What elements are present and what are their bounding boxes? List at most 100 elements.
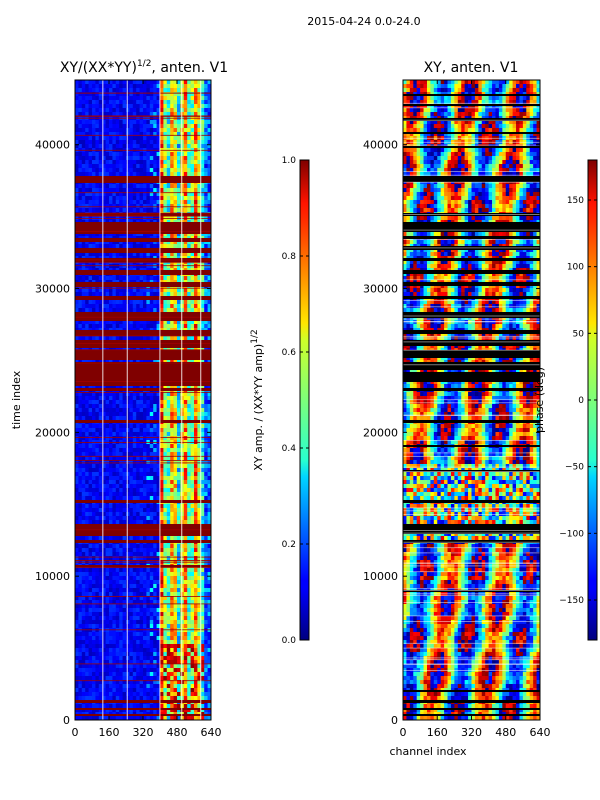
panel1-cell <box>183 484 188 489</box>
panel1-cell <box>146 512 151 517</box>
panel1-cell <box>98 252 103 257</box>
panel1-cell <box>200 112 205 117</box>
panel1-cell <box>163 188 168 193</box>
panel1-cell <box>200 240 205 245</box>
panel1-cell <box>153 544 157 549</box>
panel1-cell <box>102 192 106 197</box>
panel1-cell <box>163 544 168 549</box>
panel1-cell <box>78 168 83 173</box>
panel1-cell <box>166 252 171 257</box>
panel1-cell <box>149 408 154 413</box>
panel1-cell <box>197 96 202 101</box>
panel1-cell <box>81 104 86 109</box>
panel1-cell <box>163 336 168 341</box>
panel1-cell <box>129 432 134 437</box>
panel1-cell <box>200 260 205 265</box>
panel1-cell <box>156 164 161 169</box>
panel1-cell <box>187 572 191 577</box>
panel1-cell <box>170 572 174 577</box>
panel1-cell <box>132 232 137 237</box>
panel1-cell <box>109 480 113 485</box>
panel1-cell <box>153 188 157 193</box>
panel1-cell <box>109 124 113 129</box>
panel1-cell <box>129 84 134 89</box>
panel1-cell <box>85 244 89 249</box>
panel1-cell <box>183 408 188 413</box>
panel1-cell <box>177 392 181 397</box>
panel1-cell <box>149 484 154 489</box>
panel1-cell <box>81 276 86 281</box>
panel1-cell <box>75 320 79 325</box>
panel1-cell <box>132 452 137 457</box>
panel1-cell <box>115 288 120 293</box>
panel1-cell <box>143 204 147 209</box>
panel1-cell <box>146 460 151 465</box>
panel1-cell <box>78 384 83 389</box>
panel1-cell <box>95 520 100 525</box>
panel1-cell <box>75 300 79 305</box>
panel1-cell <box>136 384 140 389</box>
panel1-cell <box>194 544 198 549</box>
panel1-cell <box>136 260 140 265</box>
panel1-cell <box>160 184 164 189</box>
panel1-cell <box>143 452 147 457</box>
panel1-cell <box>105 488 110 493</box>
panel1-cell <box>204 232 208 237</box>
panel1-cell <box>129 552 134 557</box>
panel1-cell <box>190 140 195 145</box>
panel1-cell <box>75 208 79 213</box>
panel1-cell <box>129 240 134 245</box>
panel1-cell <box>81 232 86 237</box>
panel1-cell <box>92 288 96 293</box>
panel1-cell <box>183 320 188 325</box>
panel1-cell <box>173 476 178 481</box>
panel1-cell <box>112 244 117 249</box>
panel1-cell <box>156 184 161 189</box>
panel1-cell <box>75 112 79 117</box>
panel1-cell <box>81 264 86 269</box>
panel1-cell <box>194 412 198 417</box>
panel1-cell <box>95 152 100 157</box>
panel1-cell <box>207 144 211 149</box>
panel1-cell <box>115 392 120 397</box>
panel1-cell <box>173 464 178 469</box>
panel1-cell <box>194 156 198 161</box>
panel1-cell <box>190 516 195 521</box>
panel1-cell <box>177 520 181 525</box>
panel1-cell <box>173 208 178 213</box>
panel1-cell <box>136 448 140 453</box>
panel1-cell <box>156 96 161 101</box>
panel1-cell <box>156 476 161 481</box>
panel1-cell <box>166 188 171 193</box>
panel1-cell <box>78 232 83 237</box>
panel1-cell <box>115 88 120 93</box>
panel1-cell <box>98 108 103 113</box>
panel1-cell <box>95 480 100 485</box>
panel1-cell <box>143 240 147 245</box>
panel1-cell <box>105 320 110 325</box>
panel1-cell <box>187 232 191 237</box>
panel1-cell <box>105 304 110 309</box>
panel1-cell <box>163 96 168 101</box>
panel1-cell <box>102 264 106 269</box>
panel1-cell <box>163 452 168 457</box>
panel1-cell <box>115 292 120 297</box>
panel1-cell <box>139 444 144 449</box>
panel1-cell <box>187 92 191 97</box>
panel1-cell <box>187 128 191 133</box>
panel1-cell <box>163 136 168 141</box>
panel1-cell <box>190 84 195 89</box>
panel1-cell <box>119 488 123 493</box>
panel1-cell <box>129 504 134 509</box>
panel1-cell <box>143 96 147 101</box>
panel1-cell <box>112 576 117 581</box>
panel1-cell <box>115 92 120 97</box>
panel1-cell <box>146 488 151 493</box>
panel1-cell <box>187 172 191 177</box>
panel1-cell <box>139 288 144 293</box>
panel1-cell <box>95 124 100 129</box>
panel1-cell <box>139 112 144 117</box>
panel1-cell <box>102 244 106 249</box>
panel1-cell <box>75 392 79 397</box>
panel1-cell <box>177 232 181 237</box>
